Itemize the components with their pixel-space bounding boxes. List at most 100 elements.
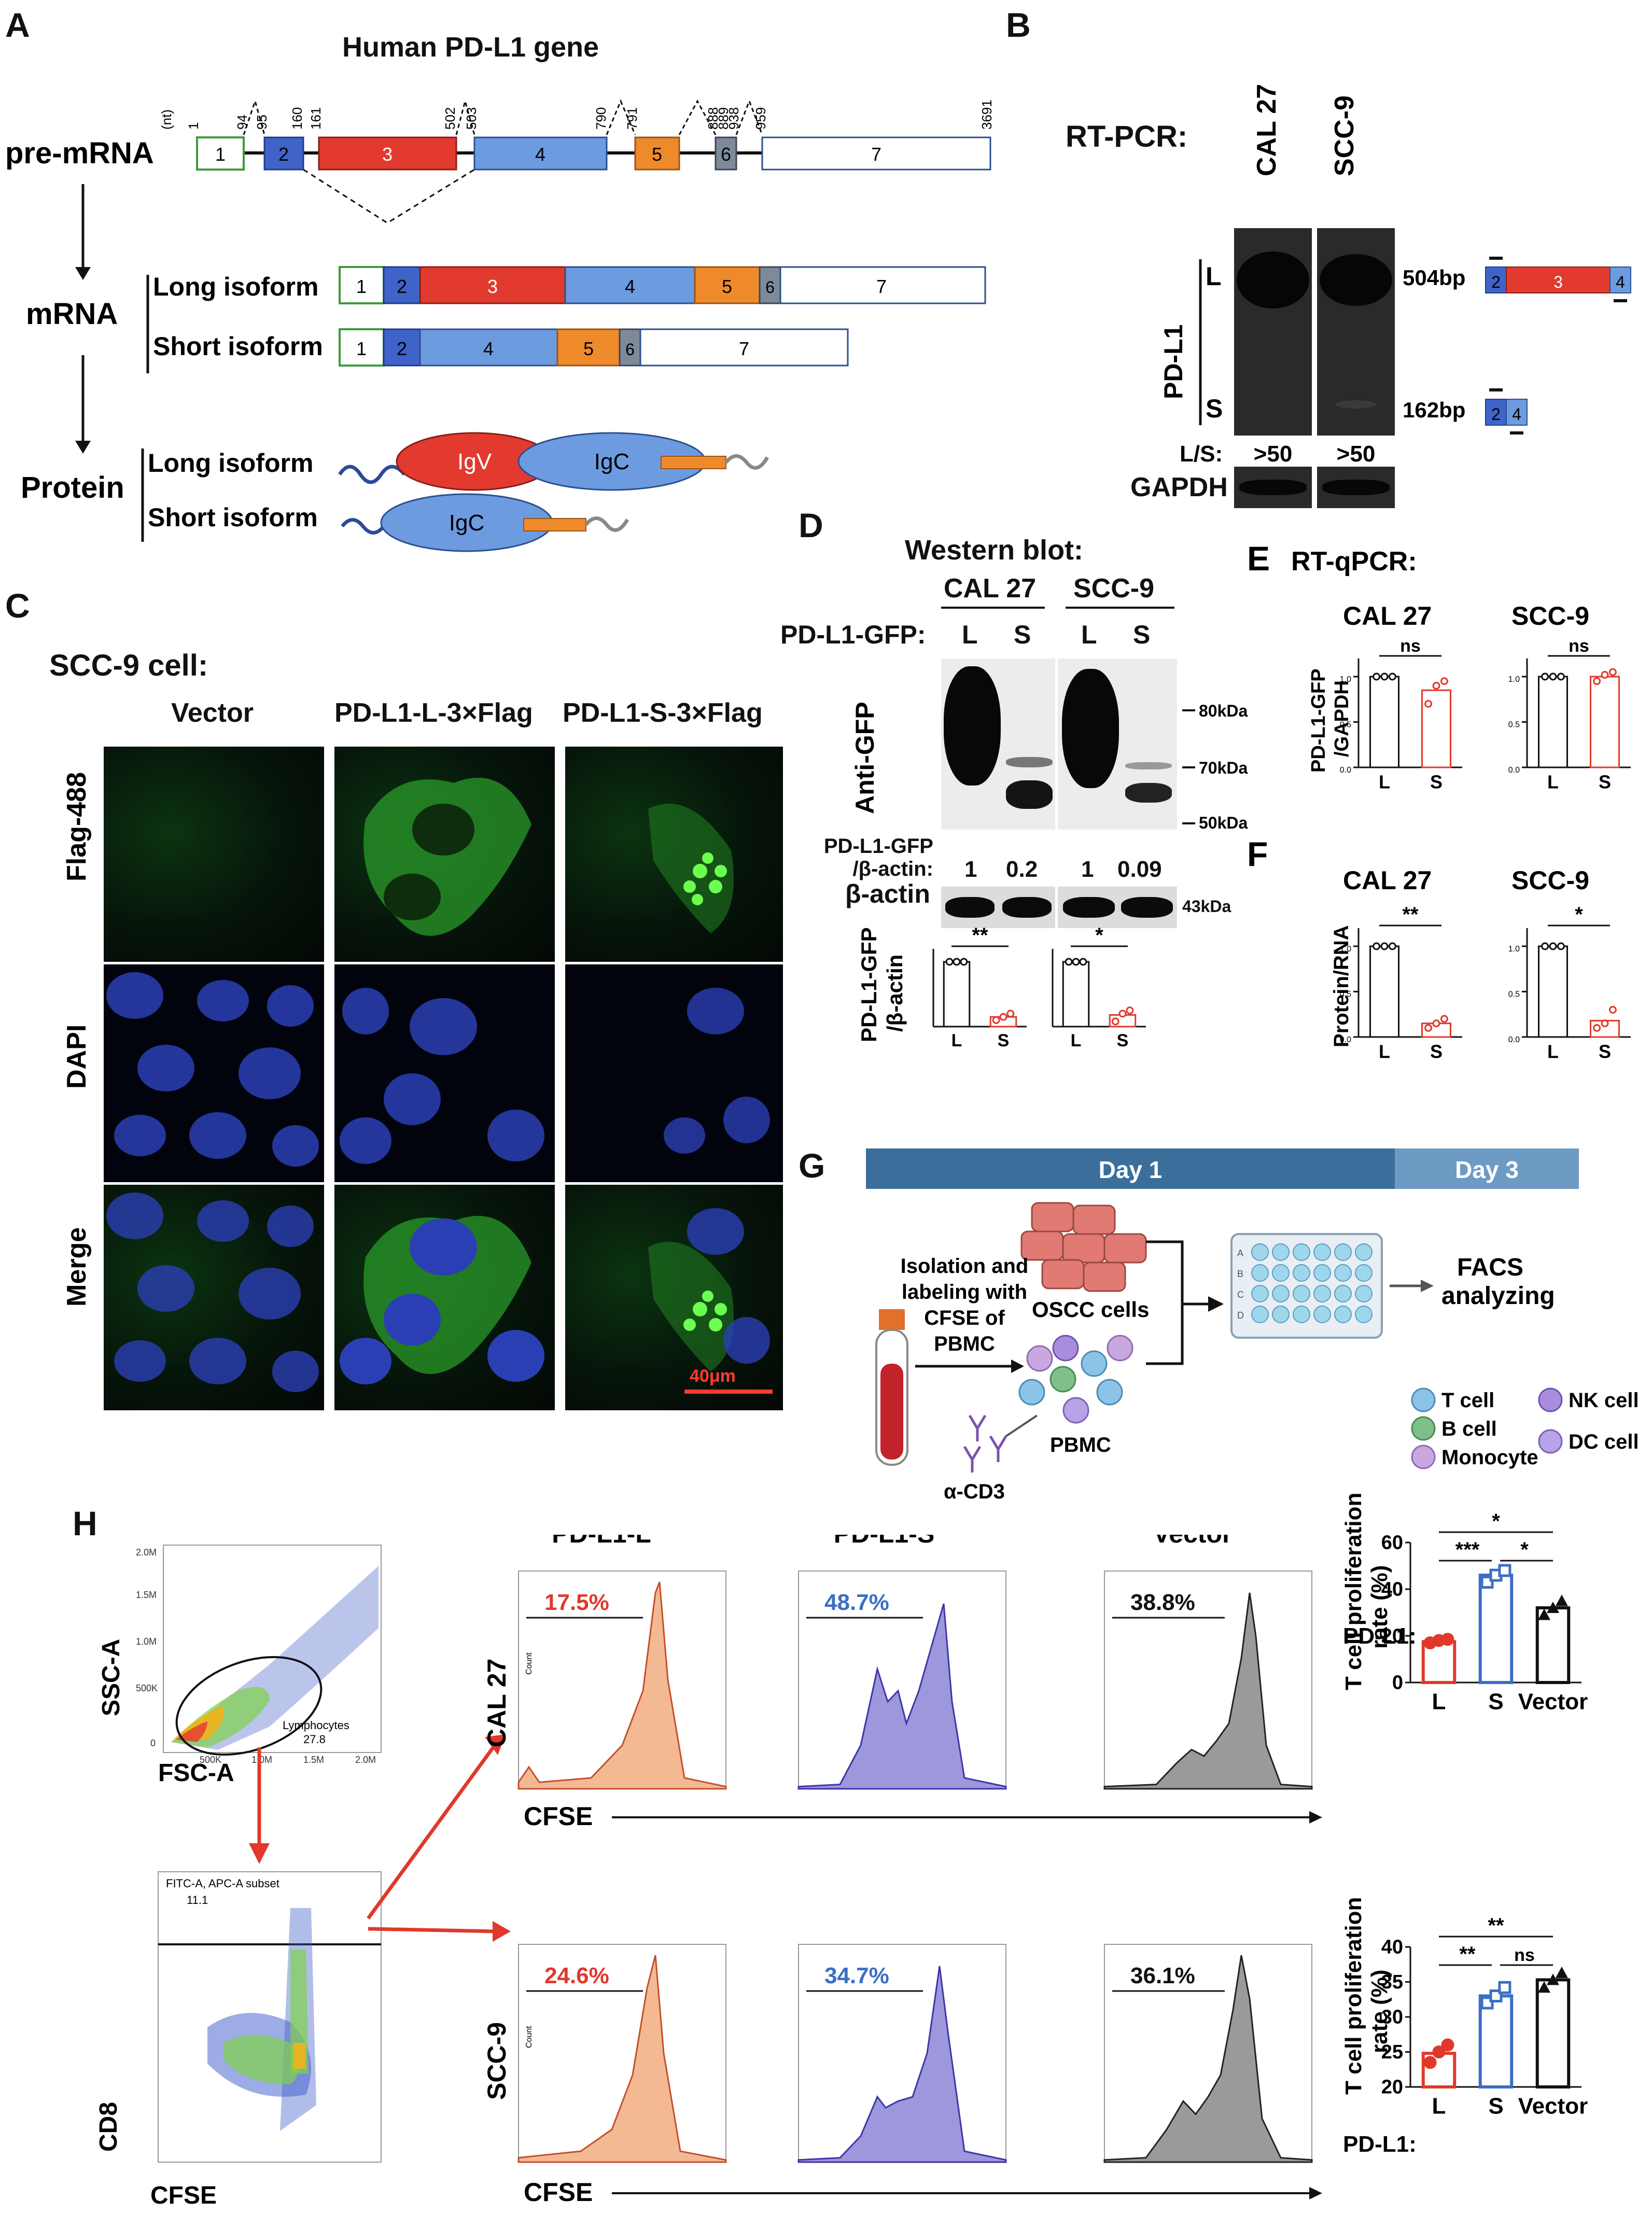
pre-exon-4 bbox=[473, 136, 608, 171]
row-flag488: Flag-488 bbox=[62, 772, 92, 881]
pos-160: 160 bbox=[289, 107, 305, 130]
amplicon-s-exon-4-label: 4 bbox=[1512, 405, 1521, 424]
band-long-scc9 bbox=[1320, 254, 1392, 306]
hist-x-label-scc9: CFSE bbox=[524, 2178, 593, 2207]
splice-4 bbox=[606, 99, 636, 135]
bar-point bbox=[1126, 1006, 1134, 1015]
actin-blot-scc9 bbox=[1058, 887, 1177, 928]
bar-category-label: L bbox=[1071, 1031, 1082, 1050]
bar-category-label: L bbox=[1432, 2093, 1446, 2119]
h-cal27-xprefix: PD-L1: bbox=[1343, 1623, 1417, 1649]
nucleotide-positions: (nt) 1 94 95 160 161 502 503 790 791 888… bbox=[159, 100, 995, 130]
isolation-4: PBMC bbox=[934, 1333, 995, 1355]
wb-cell-scc9: SCC-9 bbox=[1073, 573, 1155, 604]
f-ylabel: Protein/RNA bbox=[1330, 925, 1353, 1047]
row-merge: Merge bbox=[62, 1227, 92, 1307]
bar-point bbox=[1373, 942, 1381, 950]
pos-502: 502 bbox=[442, 107, 458, 130]
gate-value-2: 11.1 bbox=[187, 1894, 208, 1906]
bar-point bbox=[1432, 2045, 1446, 2058]
bar-point bbox=[1424, 700, 1433, 708]
band-s-label: S bbox=[1206, 394, 1223, 423]
plate-well bbox=[1251, 1243, 1269, 1261]
wb-markers: 80kDa 70kDa 50kDa bbox=[1182, 702, 1248, 830]
fsc-a-label: FSC-A bbox=[158, 1759, 234, 1787]
plate-well bbox=[1293, 1306, 1310, 1323]
amplicon-l-exon-2 bbox=[1485, 267, 1507, 293]
pre-exon-5 bbox=[634, 136, 680, 171]
pos-161: 161 bbox=[308, 107, 324, 130]
wb-ratio-1: 1 bbox=[964, 857, 977, 882]
legend-t-icon bbox=[1411, 1387, 1436, 1412]
d-ylabel-1: PD-L1-GFP bbox=[857, 927, 881, 1042]
wb-ratio-3: 1 bbox=[1081, 857, 1094, 882]
wb-underline-cal27 bbox=[941, 607, 1045, 609]
micrograph-vector-dapi bbox=[104, 964, 324, 1182]
micrograph-pdl1s-flag bbox=[565, 747, 783, 962]
bar-category-label: Vector bbox=[1518, 2093, 1588, 2119]
bar-y-tick-label: 1.0 bbox=[1340, 675, 1351, 684]
actin-label: β-actin bbox=[845, 879, 930, 908]
long-exon-7-label: 7 bbox=[876, 276, 887, 297]
band-long-cal27 bbox=[1237, 251, 1309, 309]
fsc-tick-500k: 500K bbox=[200, 1755, 221, 1765]
fsc-tick-2m: 2.0M bbox=[355, 1755, 376, 1765]
gate-name-1: Lymphocytes bbox=[283, 1719, 349, 1732]
sig-lv: ** bbox=[1488, 1914, 1504, 1937]
bar-category-label: S bbox=[1430, 1041, 1443, 1062]
scale-bar bbox=[684, 1390, 773, 1394]
bar-category-label: S bbox=[1117, 1031, 1129, 1050]
bar-category-label: S bbox=[1488, 1689, 1503, 1714]
col-pdl1-l: PD-L1-L-3×Flag bbox=[334, 698, 533, 728]
panel-b-label: B bbox=[1006, 6, 1031, 44]
timeline-day3: Day 3 bbox=[1395, 1148, 1579, 1189]
bar-point bbox=[1440, 677, 1448, 685]
tube-cap bbox=[879, 1309, 905, 1330]
col-vector: Vector bbox=[171, 698, 254, 728]
bar-point bbox=[1441, 1633, 1454, 1646]
lane-scc9: SCC-9 bbox=[1329, 95, 1360, 176]
long-size: 504bp bbox=[1403, 265, 1465, 290]
plate-row-b: B bbox=[1237, 1269, 1243, 1279]
sig-label: ns bbox=[1569, 636, 1589, 656]
igc-label-long: IgC bbox=[594, 449, 629, 474]
h-col-pdl1l: PD-L1-L bbox=[552, 1535, 651, 1548]
bar-point bbox=[1538, 1608, 1551, 1620]
marker-80: 80kDa bbox=[1199, 702, 1248, 720]
short-exon-5-label: 5 bbox=[583, 338, 594, 359]
bar-y-tick-label: 1.0 bbox=[1508, 945, 1520, 954]
day3-label: Day 3 bbox=[1455, 1156, 1519, 1183]
legend-b-icon bbox=[1411, 1416, 1436, 1441]
bar-point bbox=[1608, 668, 1617, 676]
pos-889: 889 bbox=[716, 107, 731, 130]
sig-label: * bbox=[1575, 903, 1583, 926]
plate-well bbox=[1334, 1243, 1352, 1261]
bar-y-tick-label: 1.0 bbox=[1340, 945, 1351, 954]
e-ylabel-2: /GAPDH bbox=[1331, 680, 1353, 757]
histogram-percent: 17.5% bbox=[544, 1590, 609, 1615]
long-exon-3 bbox=[419, 266, 566, 304]
bar-category-label: S bbox=[1599, 1041, 1611, 1062]
ssc-tick-500k: 500K bbox=[136, 1683, 158, 1693]
pos-959: 959 bbox=[753, 107, 768, 130]
blood bbox=[880, 1364, 903, 1460]
gene-label: PD-L1 bbox=[1159, 325, 1188, 399]
bar bbox=[1062, 961, 1090, 1028]
bar-point bbox=[1079, 958, 1087, 966]
plate-well bbox=[1272, 1243, 1290, 1261]
bar-point bbox=[1065, 958, 1073, 966]
wb-lane-1: L bbox=[962, 620, 978, 649]
micrograph-pdl1l-merge bbox=[334, 1185, 555, 1410]
bar-y-tick-label: 0.5 bbox=[1508, 720, 1520, 729]
e-ylabel-1: PD-L1-GFP bbox=[1308, 668, 1329, 773]
plate-well bbox=[1334, 1264, 1352, 1282]
panel-g-label: G bbox=[799, 1146, 825, 1185]
gapdh-label: GAPDH bbox=[1130, 472, 1228, 502]
plate-well bbox=[1334, 1306, 1352, 1323]
plate-well bbox=[1313, 1306, 1331, 1323]
pre-exon-1-label: 1 bbox=[215, 144, 226, 165]
pre-exon-5-label: 5 bbox=[652, 144, 662, 165]
histogram-percent: 24.6% bbox=[544, 1963, 609, 1988]
plate-well bbox=[1272, 1285, 1290, 1302]
